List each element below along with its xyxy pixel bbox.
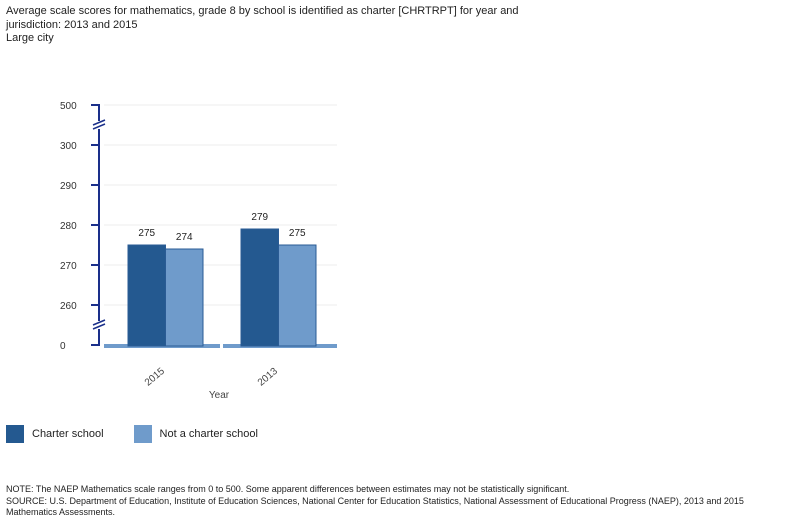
footnotes: NOTE: The NAEP Mathematics scale ranges … [6,484,776,519]
data-label: 274 [176,232,193,243]
bar-2015-1 [165,248,204,347]
data-label: 275 [289,228,306,239]
axis-break-mark [92,119,106,126]
data-label: 275 [138,228,155,239]
axis-break-gap [94,121,104,129]
legend-label-not-charter: Not a charter school [159,428,258,440]
source: SOURCE: U.S. Department of Education, In… [6,495,744,518]
x-tick-label: 2015 [143,366,167,389]
chart-subtitle: Large city [6,32,54,44]
y-tick-label: 0 [60,341,66,352]
axis-break-mark [92,319,106,326]
x-tick-label: 2013 [256,366,280,389]
axis-break-mark [92,123,106,130]
legend-swatch-charter [6,425,24,443]
bar-2013-0 [240,228,279,347]
y-tick-label: 290 [60,181,77,192]
bar-2013-1 [278,244,317,347]
axis-break-gap [94,321,104,329]
chart-title: Average scale scores for mathematics, gr… [6,5,519,31]
axis-break-mark [92,323,106,330]
note: NOTE: The NAEP Mathematics scale ranges … [6,484,570,494]
y-tick-label: 500 [60,101,77,112]
legend-swatch-not-charter [133,425,152,443]
bar-chart: 0 260 270 280 290 300 500 275 274 2015 279 275 2013 Y… [60,101,337,401]
legend: Charter school Not a charter school [6,425,258,443]
data-label: 279 [251,212,268,223]
y-tick-label: 260 [60,301,77,312]
bar-2015-0 [127,244,166,347]
x-axis-label: Year [209,390,230,401]
legend-label-charter: Charter school [32,428,104,440]
y-tick-label: 280 [60,221,77,232]
y-tick-label: 270 [60,261,77,272]
y-tick-label: 300 [60,141,77,152]
